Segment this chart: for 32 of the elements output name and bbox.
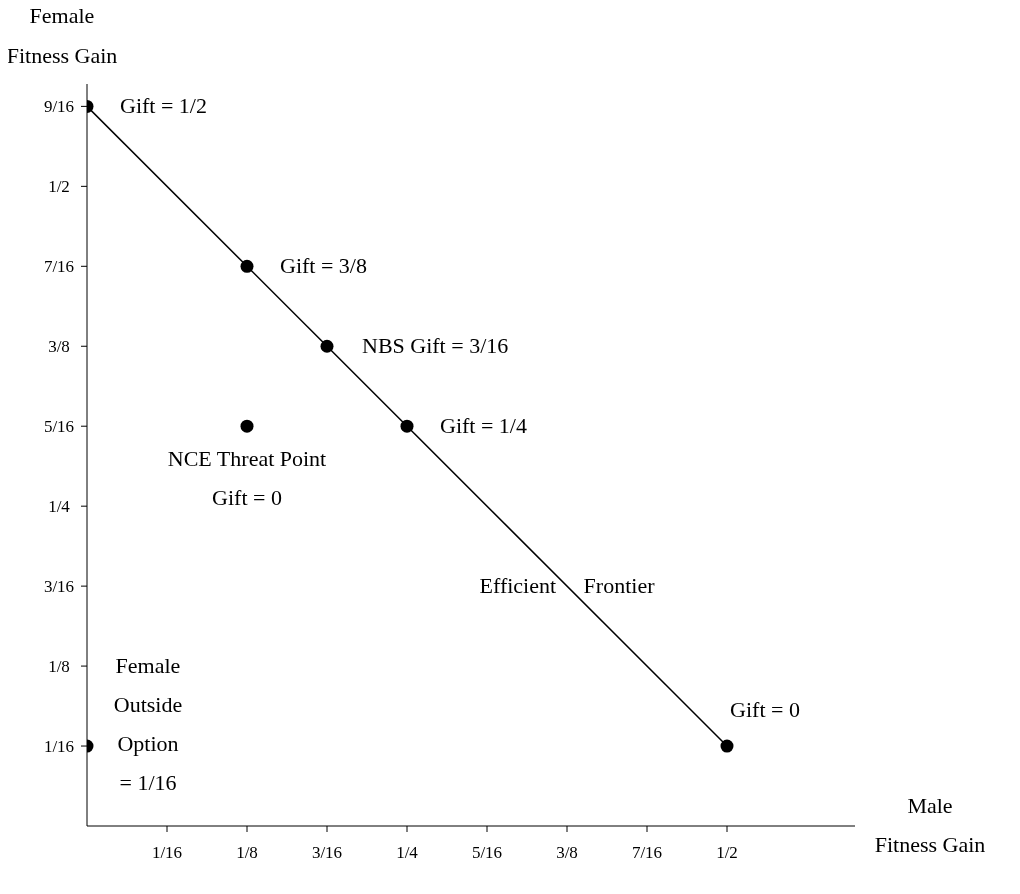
y-tick-label: 5/16 (43, 417, 75, 437)
y-tick-label: 7/16 (43, 257, 75, 277)
point (240, 259, 254, 273)
annotation: Female Outside Option = 1/16 (113, 653, 183, 796)
y-tick-label: 1/2 (48, 177, 70, 197)
annotation: Gift = 0 (730, 697, 800, 723)
x-axis-title: Male Fitness Gain (874, 793, 986, 857)
y-axis-title: Female Fitness Gain (6, 3, 118, 68)
point (720, 739, 734, 753)
x-tick-label: 1/2 (716, 843, 738, 862)
annotation: NCE Threat Point Gift = 0 (167, 446, 327, 511)
y-tick-label: 3/16 (43, 577, 75, 597)
x-tick-label: 1/16 (151, 843, 183, 862)
annotation: Gift = 1/4 (440, 413, 527, 439)
annotation: Gift = 1/2 (120, 93, 207, 119)
point (320, 339, 334, 353)
point (240, 419, 254, 433)
x-tick-label: 5/16 (471, 843, 503, 862)
x-tick-label: 1/8 (236, 843, 258, 862)
x-tick-label: 3/8 (556, 843, 578, 862)
y-tick-label: 3/8 (48, 337, 70, 357)
point (400, 419, 414, 433)
y-tick-label: 1/4 (48, 497, 71, 517)
x-tick-label: 3/16 (311, 843, 343, 862)
annotation: Efficient Frontier (479, 573, 656, 599)
y-tick-label: 9/16 (43, 97, 75, 117)
annotation: NBS Gift = 3/16 (362, 333, 509, 359)
y-tick-label: 1/16 (43, 737, 75, 757)
annotation: Gift = 3/8 (280, 253, 367, 279)
y-tick-label: 1/8 (48, 657, 70, 677)
x-tick-label: 1/4 (396, 843, 419, 862)
x-tick-label: 7/16 (631, 843, 663, 862)
